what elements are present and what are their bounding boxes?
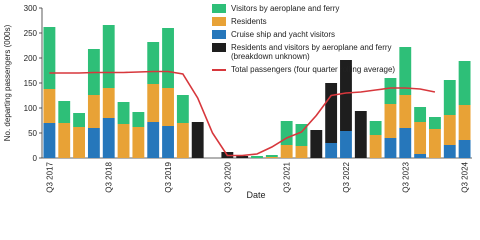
x-axis-title: Date [246,190,265,200]
bar-segment [458,61,471,105]
rolling-average-line [49,70,436,157]
legend-item: Residents and visitors by aeroplane and … [212,43,412,61]
bar-segment [43,123,56,158]
bar-segment [102,118,115,158]
bar-segment [102,88,115,118]
bar-segment [162,126,174,158]
bar-segment [236,156,249,158]
legend-label: Cruise ship and yacht visitors [231,30,336,39]
bar-segment [58,123,71,158]
bar-segment [280,121,293,145]
x-tick-label: Q3 2017 [45,161,54,192]
bar-segment [340,60,352,131]
bar-segment [162,28,174,88]
bar-segment [414,122,427,154]
bar-segment [295,146,308,158]
bar-segment [280,145,293,158]
bar-segment [87,128,100,158]
bar-segment [176,123,189,158]
bar-segment [429,117,441,129]
bar-segment [132,127,145,158]
bar-segment [369,135,382,158]
bar-segment [58,101,71,123]
legend-label: Residents [231,17,267,26]
y-tick-label: 0 [33,154,38,163]
bar-segment [251,156,263,158]
bar-segment [147,84,160,122]
bar-segment [443,115,456,145]
legend-item: Residents [212,17,412,26]
x-tick-label: Q3 2021 [283,161,292,192]
y-tick-label: 300 [24,4,38,13]
bar-segment [354,111,367,158]
bar-segment [176,95,189,123]
bar-segment [132,112,145,127]
bar-segment [265,155,278,157]
legend-item: Visitors by aeroplane and ferry [212,4,412,13]
bar-segment [102,25,115,88]
legend-label: Residents and visitors by aeroplane and … [231,43,392,61]
y-axis-title: No. departing passengers (000s) [3,24,12,141]
bar-segment [265,157,278,158]
legend-item: Total passengers (four quarter rolling a… [212,65,412,74]
bar-segment [43,27,56,89]
bar-segment [399,95,412,128]
bar-segment [369,121,382,135]
x-tick-label: Q3 2023 [401,161,410,192]
x-tick-label: Q3 2019 [164,161,173,192]
bar-segment [191,122,204,158]
x-tick-label: Q3 2024 [461,161,470,192]
legend-swatch [212,43,226,52]
bar-segment [325,83,338,143]
legend-swatch [212,4,226,13]
bar-segment [340,131,352,158]
bar-segment [414,154,427,158]
legend-label: Visitors by aeroplane and ferry [231,4,340,13]
y-tick-label: 250 [24,29,38,38]
legend-item: Cruise ship and yacht visitors [212,30,412,39]
bar-segment [399,128,412,158]
legend-swatch [212,69,226,71]
legend-swatch [212,30,226,39]
bar-segment [414,107,427,122]
bar-segment [399,47,412,95]
bar-segment [295,124,308,146]
bar-segment [162,88,174,126]
bar-segment [147,42,160,84]
y-tick-label: 200 [24,54,38,63]
legend-label: Total passengers (four quarter rolling a… [231,65,396,74]
bar-segment [73,127,85,158]
bar-segment [147,122,160,158]
legend-swatch [212,17,226,26]
y-tick-label: 100 [24,104,38,113]
bar-segment [73,113,85,127]
bar-segment [384,104,397,138]
bar-segment [117,124,130,158]
bar-segment [325,143,338,158]
y-tick-label: 150 [24,79,38,88]
legend: Visitors by aeroplane and ferry Residents… [212,4,412,78]
bar-segment [443,145,456,158]
bar-segment [384,78,397,104]
bar-segment [458,105,471,140]
bar-segment [458,140,471,158]
bar-segment [117,102,130,124]
x-tick-label: Q3 2018 [105,161,114,192]
x-tick-label: Q3 2022 [342,161,351,192]
bar-segment [310,130,323,158]
bar-segment [87,95,100,128]
chart-page: No. departing passengers (000s) Date 0 50… [3,4,472,200]
x-tick-label: Q3 2020 [223,161,232,192]
y-tick-label: 50 [28,129,37,138]
bar-segment [443,80,456,115]
chart: No. departing passengers (000s) Date 0 50… [3,4,472,200]
bar-segment [384,138,397,158]
bar-segment [43,89,56,123]
bar-segment [429,129,441,158]
